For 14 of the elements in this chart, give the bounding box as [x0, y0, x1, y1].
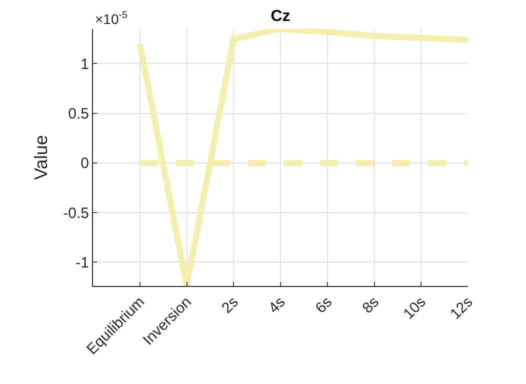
- x-tick-label: 2s: [218, 294, 242, 317]
- text: ×10$^{-5}$: [95, 10, 128, 27]
- x-tick-label: 4s: [265, 294, 289, 317]
- y-tick-label: 1: [80, 56, 89, 73]
- y-tick-label: -0.5: [63, 204, 89, 222]
- x-tick-label: 6s: [312, 294, 336, 317]
- y-axis-title: Value: [31, 135, 51, 180]
- chart-title: Cz: [270, 8, 290, 25]
- x-tick-label: 10s: [400, 294, 430, 323]
- y-tick-label: -1: [76, 254, 89, 272]
- x-tick-label: 8s: [359, 294, 382, 317]
- y-tick-label: 0: [80, 155, 89, 172]
- x-tick-label: 12s: [447, 294, 476, 323]
- y-tick-label: 0.5: [68, 106, 89, 123]
